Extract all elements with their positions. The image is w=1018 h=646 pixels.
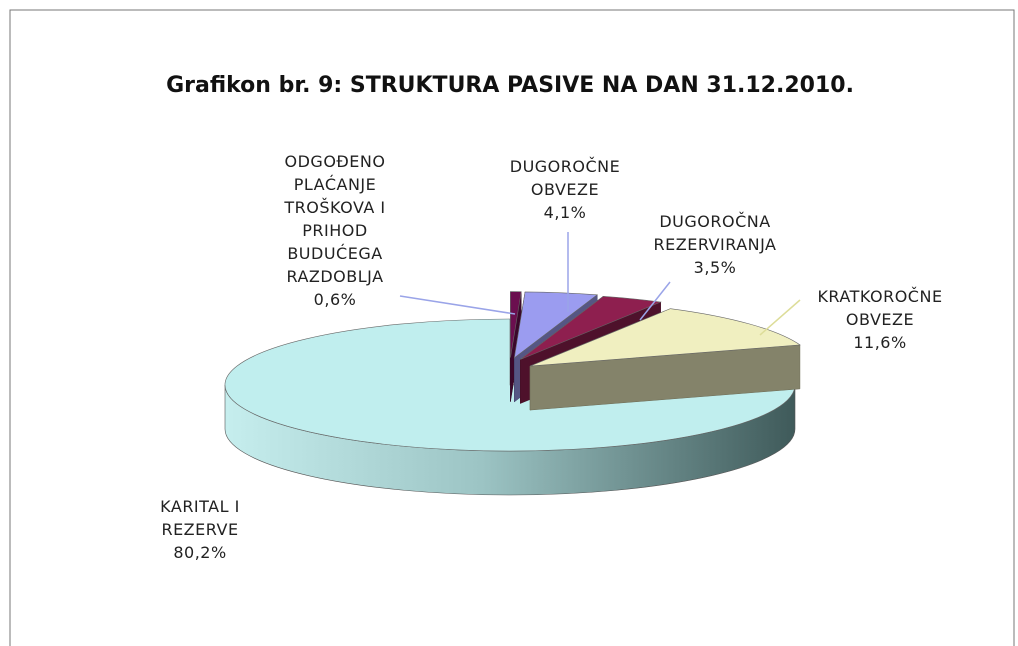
category-name: KRATKOROČNE OBVEZE: [817, 287, 943, 329]
pie-slice: [224, 318, 796, 452]
pie-slice: [513, 291, 599, 359]
slice-label: ODGOĐENO PLAĆANJE TROŠKOVA I PRIHOD BUDU…: [260, 150, 410, 311]
leader-line: [639, 281, 671, 321]
leader-line: [759, 299, 801, 336]
slice-label: DUGOROČNE OBVEZE 4,1%: [505, 155, 625, 224]
frame: [9, 9, 1015, 646]
value-label: 11,6%: [853, 333, 907, 352]
slice-label: KARITAL I REZERVE 80,2%: [130, 495, 270, 564]
category-name: KARITAL I REZERVE: [160, 497, 240, 539]
slice-label: DUGOROČNA REZERVIRANJA 3,5%: [630, 210, 800, 279]
pie-slice: [529, 308, 801, 367]
category-name: DUGOROČNA REZERVIRANJA: [653, 212, 777, 254]
category-name: DUGOROČNE OBVEZE: [509, 157, 621, 199]
category-name: ODGOĐENO PLAĆANJE TROŠKOVA I PRIHOD BUDU…: [284, 152, 386, 286]
value-label: 3,5%: [693, 258, 737, 277]
pie-slice: [520, 296, 662, 360]
slice-label: KRATKOROČNE OBVEZE 11,6%: [805, 285, 955, 354]
leader-line: [399, 295, 516, 315]
value-label: 4,1%: [543, 203, 587, 222]
value-label: 80,2%: [173, 543, 227, 562]
pie-slice: [510, 291, 522, 358]
value-label: 0,6%: [313, 290, 357, 309]
chart-title: Grafikon br. 9: STRUKTURA PASIVE NA DAN …: [166, 73, 854, 98]
